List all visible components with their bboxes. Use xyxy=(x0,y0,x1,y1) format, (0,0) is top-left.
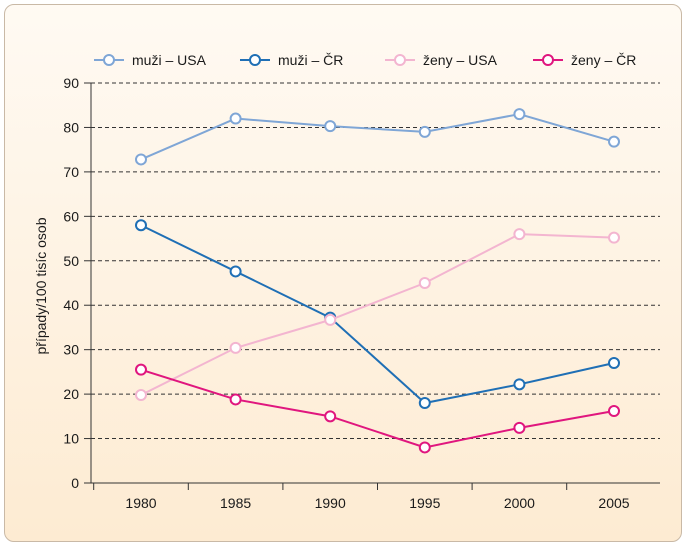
series-4 xyxy=(135,363,620,454)
chart-frame xyxy=(4,4,682,542)
y-tick-labels: 0 10 20 30 40 50 60 70 80 90 xyxy=(63,75,79,491)
data-point xyxy=(608,135,620,148)
legend-label: ženy – ČR xyxy=(571,52,636,68)
data-point xyxy=(229,393,242,406)
y-tick-label: 60 xyxy=(63,208,79,224)
y-tick-label: 40 xyxy=(63,297,79,313)
y-tick-label: 50 xyxy=(63,253,79,269)
legend-item: muži – ČR xyxy=(240,52,343,68)
y-tick-label: 0 xyxy=(71,475,79,491)
legend-label: ženy – USA xyxy=(423,52,498,68)
y-tick-label: 20 xyxy=(63,386,79,402)
series-line xyxy=(140,233,615,396)
legend-label: muži – ČR xyxy=(278,52,343,68)
legend-swatch-marker xyxy=(249,54,261,66)
data-point xyxy=(513,421,526,434)
data-point xyxy=(229,265,242,278)
x-tick-label: 1980 xyxy=(125,495,156,511)
legend-item: muži – USA xyxy=(94,52,207,68)
legend-swatch-marker xyxy=(394,54,406,66)
y-tick-label: 80 xyxy=(63,119,79,135)
data-point xyxy=(418,125,431,138)
x-tick-label: 2000 xyxy=(504,495,535,511)
series-2 xyxy=(135,219,620,409)
data-point xyxy=(513,228,526,241)
legend-item: ženy – USA xyxy=(385,52,498,68)
legend-swatch-marker xyxy=(103,54,115,66)
legend-item: ženy – ČR xyxy=(533,52,636,68)
x-tick-label: 1990 xyxy=(315,495,346,511)
data-point xyxy=(608,357,620,369)
y-tick-label: 30 xyxy=(63,342,79,358)
legend-label: muži – USA xyxy=(132,52,207,68)
data-point xyxy=(135,363,147,376)
series-line xyxy=(140,368,615,449)
y-tick-label: 70 xyxy=(63,164,79,180)
data-point xyxy=(135,389,147,401)
data-point xyxy=(418,277,431,289)
data-point xyxy=(324,120,337,133)
y-tick-label: 90 xyxy=(63,75,79,91)
series-group xyxy=(135,108,620,454)
legend-swatch-marker xyxy=(542,54,554,66)
data-point xyxy=(418,397,431,409)
series-3 xyxy=(135,228,620,401)
data-point xyxy=(135,219,147,232)
series-1 xyxy=(135,108,620,166)
data-point xyxy=(135,153,147,166)
series-line xyxy=(140,113,615,161)
data-point xyxy=(229,112,242,125)
y-axis-label: případy/100 tisíc osob xyxy=(33,217,49,354)
data-point xyxy=(418,441,431,454)
axes xyxy=(84,82,660,490)
x-tick-label: 1985 xyxy=(220,495,251,511)
data-point xyxy=(513,108,526,121)
data-point xyxy=(229,341,242,354)
data-point xyxy=(324,313,337,326)
data-point xyxy=(513,378,526,391)
x-tick-labels: 1980 1985 1990 1995 2000 2005 xyxy=(125,495,629,511)
y-tick-label: 10 xyxy=(63,431,79,447)
series-line xyxy=(140,224,615,405)
x-tick-label: 1995 xyxy=(409,495,440,511)
legend: muži – USA muži – ČR ženy – USA ženy – ČR xyxy=(94,52,636,68)
data-point xyxy=(608,231,620,244)
gridlines xyxy=(91,82,660,440)
data-point xyxy=(324,410,337,423)
data-point xyxy=(608,405,620,417)
x-tick-label: 2005 xyxy=(598,495,629,511)
